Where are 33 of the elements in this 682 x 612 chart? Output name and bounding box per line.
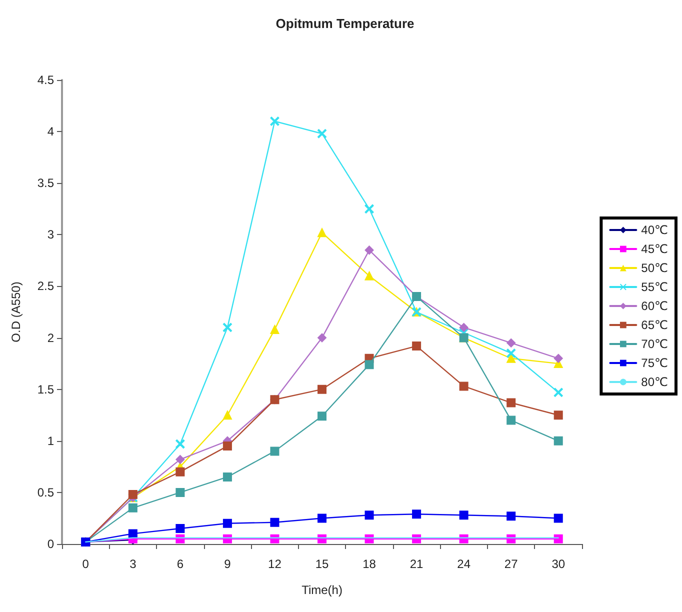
y-tick-label: 3 bbox=[47, 228, 54, 242]
x-tick-label: 9 bbox=[224, 557, 232, 571]
x-tick-label: 12 bbox=[268, 557, 282, 571]
legend-label: 40℃ bbox=[641, 223, 668, 237]
x-tick-label: 0 bbox=[82, 557, 90, 571]
y-tick-label: 1.5 bbox=[37, 382, 54, 396]
legend-label: 45℃ bbox=[641, 242, 668, 256]
legend-label: 60℃ bbox=[641, 299, 668, 313]
x-axis-title: Time(h) bbox=[302, 583, 342, 597]
y-tick-label: 0 bbox=[47, 537, 54, 551]
x-tick-label: 3 bbox=[130, 557, 137, 571]
legend-label: 75℃ bbox=[641, 356, 668, 370]
x-tick-label: 30 bbox=[552, 557, 566, 571]
chart-title: Opitmum Temperature bbox=[276, 16, 414, 31]
legend-label: 50℃ bbox=[641, 261, 668, 275]
y-axis-title: O.D (A550) bbox=[9, 282, 23, 342]
y-tick-label: 0.5 bbox=[37, 485, 54, 500]
x-tick-label: 18 bbox=[362, 557, 376, 571]
y-tick-label: 1 bbox=[47, 434, 54, 448]
legend-label: 55℃ bbox=[641, 280, 668, 294]
x-tick-label: 21 bbox=[410, 557, 424, 571]
y-tick-label: 4.5 bbox=[37, 73, 54, 87]
x-tick-label: 27 bbox=[504, 557, 518, 571]
y-tick-label: 3.5 bbox=[37, 176, 54, 190]
legend-label: 65℃ bbox=[641, 318, 668, 332]
x-tick-label: 15 bbox=[315, 557, 329, 571]
y-tick-label: 2.5 bbox=[37, 279, 54, 294]
legend-label: 70℃ bbox=[641, 337, 668, 351]
y-tick-label: 2 bbox=[47, 330, 54, 345]
x-tick-label: 6 bbox=[176, 557, 184, 571]
y-tick-label: 4 bbox=[47, 124, 54, 139]
legend-label: 80℃ bbox=[641, 375, 668, 389]
x-tick-label: 24 bbox=[457, 557, 471, 571]
